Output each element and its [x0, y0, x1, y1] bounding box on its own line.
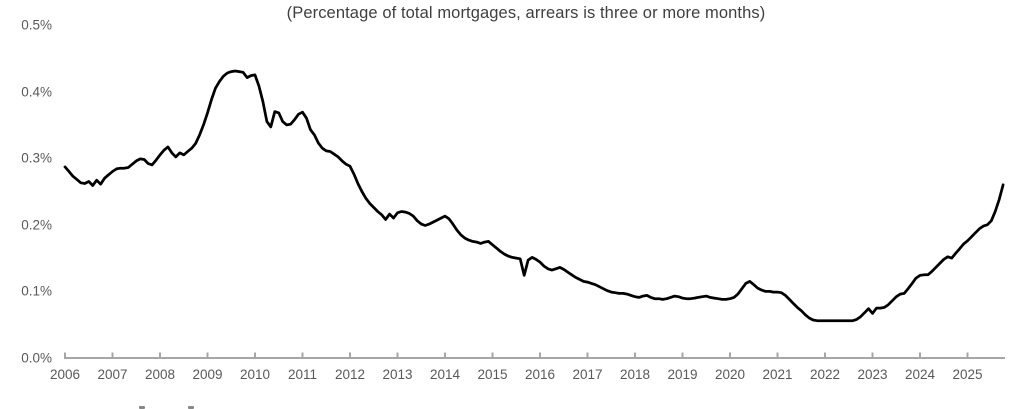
- x-tick-label-2015: 2015: [477, 367, 508, 382]
- y-tick-label-0.1%: 0.1%: [21, 283, 52, 299]
- x-tick-label-2018: 2018: [619, 367, 651, 382]
- x-tick-label-2020: 2020: [714, 367, 746, 382]
- x-tick-label-2006: 2006: [49, 367, 81, 382]
- x-axis-ticks: [64, 352, 969, 359]
- x-tick-label-2016: 2016: [524, 367, 556, 382]
- x-tick-label-2011: 2011: [287, 367, 318, 382]
- x-tick-label-2013: 2013: [382, 367, 413, 382]
- x-tick-label-2025: 2025: [952, 367, 983, 382]
- y-tick-label-0.5%: 0.5%: [21, 17, 52, 33]
- x-tick-label-2017: 2017: [572, 367, 603, 382]
- x-tick-label-2009: 2009: [192, 367, 223, 382]
- x-tick-label-2019: 2019: [667, 367, 698, 382]
- cropped-text-fragment-1: [188, 406, 194, 409]
- cropped-text-fragment-0: [139, 406, 145, 409]
- y-tick-label-0.2%: 0.2%: [21, 217, 52, 233]
- x-tick-label-2022: 2022: [809, 367, 841, 382]
- x-tick-label-2024: 2024: [904, 367, 936, 382]
- x-tick-label-2023: 2023: [857, 367, 888, 382]
- y-tick-label-0.4%: 0.4%: [21, 84, 52, 100]
- data-series-line: [63, 69, 1005, 323]
- x-tick-label-2012: 2012: [334, 367, 366, 382]
- x-tick-label-2010: 2010: [239, 367, 271, 382]
- y-tick-label-0.0%: 0.0%: [21, 350, 52, 366]
- x-tick-label-2014: 2014: [429, 367, 461, 382]
- chart-title: (Percentage of total mortgages, arrears …: [286, 4, 766, 22]
- y-tick-label-0.3%: 0.3%: [21, 150, 52, 166]
- x-tick-label-2008: 2008: [144, 367, 176, 382]
- x-tick-label-2007: 2007: [97, 367, 128, 382]
- x-tick-label-2021: 2021: [762, 367, 793, 382]
